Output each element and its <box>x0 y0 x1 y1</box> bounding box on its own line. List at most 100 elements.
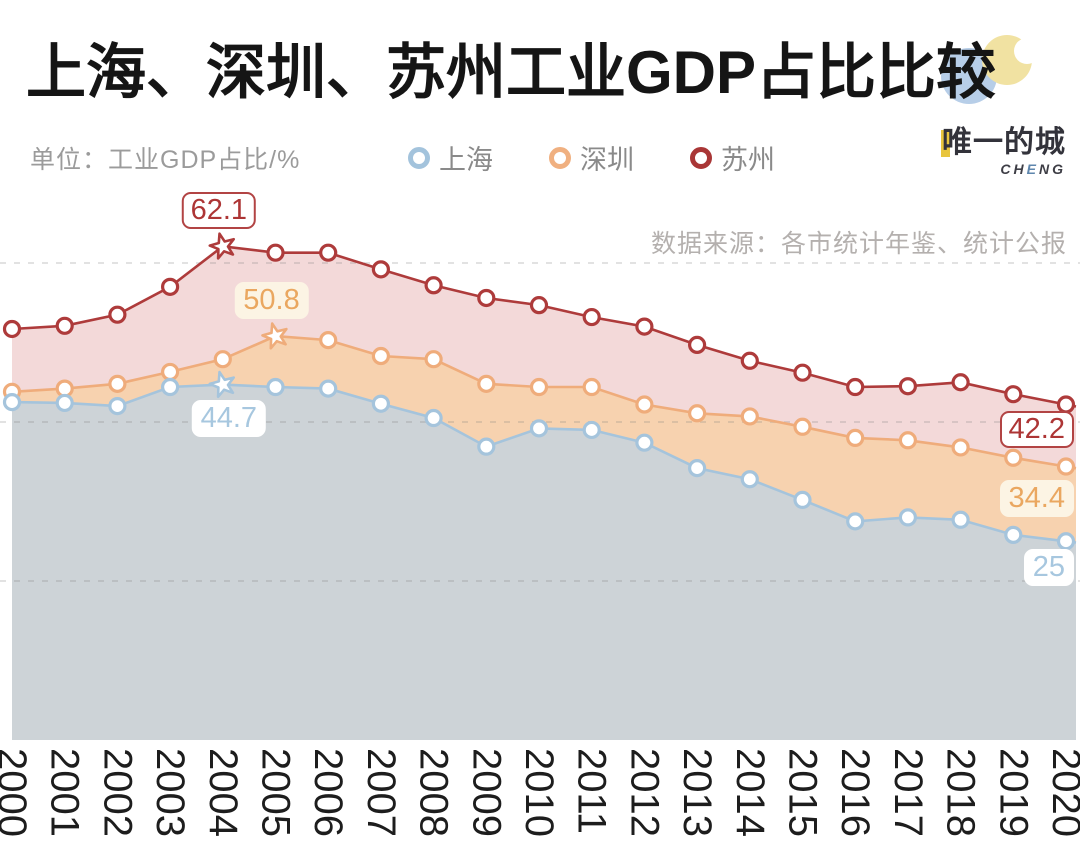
x-tick-label-2009: 2009 <box>464 748 508 837</box>
legend-item-suzhou: 苏州 <box>690 138 775 177</box>
point-shenzhen-2006 <box>319 331 338 350</box>
point-shanghai-2005 <box>266 377 285 397</box>
star-marker-shanghai <box>208 370 235 399</box>
x-tick-label-2011: 2011 <box>570 748 614 834</box>
x-tick-label-2013: 2013 <box>675 748 719 837</box>
point-shanghai-2003 <box>161 377 180 397</box>
point-suzhou-2013 <box>687 335 707 354</box>
point-shenzhen-2010 <box>529 377 549 397</box>
line-suzhou <box>11 244 1077 408</box>
point-shenzhen-2003 <box>161 362 180 382</box>
point-shenzhen-2020 <box>1056 457 1076 476</box>
point-shanghai-2013 <box>687 459 707 478</box>
point-suzhou-2016 <box>846 377 865 397</box>
x-tick-label-2001: 2001 <box>43 748 87 837</box>
star-marker-shenzhen <box>261 322 288 350</box>
x-tick-label-2015: 2015 <box>781 748 825 837</box>
x-tick-label-2020: 2020 <box>1044 748 1080 837</box>
x-tick-label-2006: 2006 <box>306 748 350 837</box>
point-shenzhen-2019 <box>1004 448 1023 467</box>
point-shanghai-2019 <box>1004 525 1023 544</box>
point-shanghai-2020 <box>1056 532 1076 551</box>
point-suzhou-2019 <box>1004 385 1023 404</box>
point-shenzhen-2013 <box>687 404 707 423</box>
point-shanghai-2007 <box>371 394 390 413</box>
x-tick-label-2018: 2018 <box>939 748 983 837</box>
source-note: 数据来源：各市统计年鉴、统计公报 <box>650 230 1067 258</box>
point-suzhou-2006 <box>319 243 338 262</box>
legend-label: 上海 <box>439 145 493 175</box>
area-fills <box>12 246 1076 741</box>
page-title: 上海、深圳、苏州工业GDP占比比较 <box>26 39 997 106</box>
point-suzhou-2017 <box>898 377 918 396</box>
legend-label: 深圳 <box>580 145 634 175</box>
x-tick-label-2017: 2017 <box>886 748 930 837</box>
point-shenzhen-2007 <box>371 346 390 366</box>
point-suzhou-2005 <box>266 243 285 262</box>
legend-item-shanghai: 上海 <box>408 138 493 177</box>
point-shenzhen-2004 <box>213 350 232 369</box>
area-shanghai <box>12 384 1076 740</box>
point-shanghai-2002 <box>108 397 127 416</box>
chart-legend: 上海 深圳 苏州 <box>408 138 775 177</box>
point-shenzhen-2018 <box>951 438 970 457</box>
point-shanghai-2015 <box>793 490 812 510</box>
x-tick-label-2010: 2010 <box>517 748 561 837</box>
point-suzhou-2018 <box>951 373 970 392</box>
legend-marker-icon <box>549 146 571 169</box>
line-shanghai <box>11 383 1077 544</box>
point-shanghai-2014 <box>740 470 759 489</box>
point-suzhou-2010 <box>529 296 549 315</box>
x-tick-label-2005: 2005 <box>254 748 298 837</box>
point-suzhou-2014 <box>740 351 759 370</box>
data-point-markers <box>2 243 1076 551</box>
point-suzhou-2003 <box>161 277 180 296</box>
point-shenzhen-2014 <box>740 407 759 426</box>
point-suzhou-2020 <box>1056 395 1076 414</box>
peak-star-markers <box>208 232 288 399</box>
x-tick-label-2016: 2016 <box>833 748 877 837</box>
point-shanghai-2008 <box>424 408 443 428</box>
gridlines <box>0 262 1080 582</box>
brand-subtitle: CHENG <box>1000 161 1066 177</box>
brand-name: 唯一的城 <box>941 126 1066 160</box>
x-axis-labels: 2000 2001 2002 2003 2004 2005 2006 2007 2008 2009… <box>0 748 1080 837</box>
point-suzhou-2009 <box>477 288 496 308</box>
x-tick-label-2000: 2000 <box>0 748 34 837</box>
point-shenzhen-2017 <box>898 431 918 450</box>
point-suzhou-2001 <box>55 316 74 335</box>
x-tick-label-2004: 2004 <box>201 748 245 837</box>
point-shenzhen-2002 <box>108 374 127 393</box>
legend-item-shenzhen: 深圳 <box>549 138 634 177</box>
point-shanghai-2011 <box>582 420 601 440</box>
pacman-decoration-icon <box>982 35 1037 85</box>
x-tick-label-2014: 2014 <box>728 748 772 837</box>
series-lines <box>11 244 1077 544</box>
point-shanghai-2006 <box>319 379 338 398</box>
point-suzhou-2002 <box>108 305 127 324</box>
point-shanghai-2016 <box>846 512 865 531</box>
line-shenzhen <box>11 334 1077 470</box>
legend-marker-icon <box>408 146 430 169</box>
unit-label: 单位：工业GDP占比/% <box>30 146 301 174</box>
point-suzhou-2007 <box>371 260 390 279</box>
x-tick-label-2002: 2002 <box>95 748 139 837</box>
star-marker-suzhou <box>208 232 235 260</box>
legend-label: 苏州 <box>721 145 775 175</box>
point-suzhou-2011 <box>582 307 601 327</box>
x-tick-label-2007: 2007 <box>359 748 403 837</box>
point-suzhou-2012 <box>635 317 654 336</box>
x-tick-label-2012: 2012 <box>622 748 666 837</box>
point-shanghai-2010 <box>529 419 549 438</box>
brand-name-text: 唯一的城 <box>942 126 1066 159</box>
x-tick-label-2019: 2019 <box>991 748 1035 837</box>
point-shenzhen-2016 <box>846 428 865 447</box>
point-shanghai-2001 <box>55 393 74 413</box>
x-tick-label-2008: 2008 <box>412 748 456 837</box>
point-suzhou-2015 <box>793 363 812 382</box>
point-shanghai-2000 <box>2 393 22 412</box>
point-shenzhen-2015 <box>793 417 812 436</box>
point-shanghai-2017 <box>898 508 918 527</box>
